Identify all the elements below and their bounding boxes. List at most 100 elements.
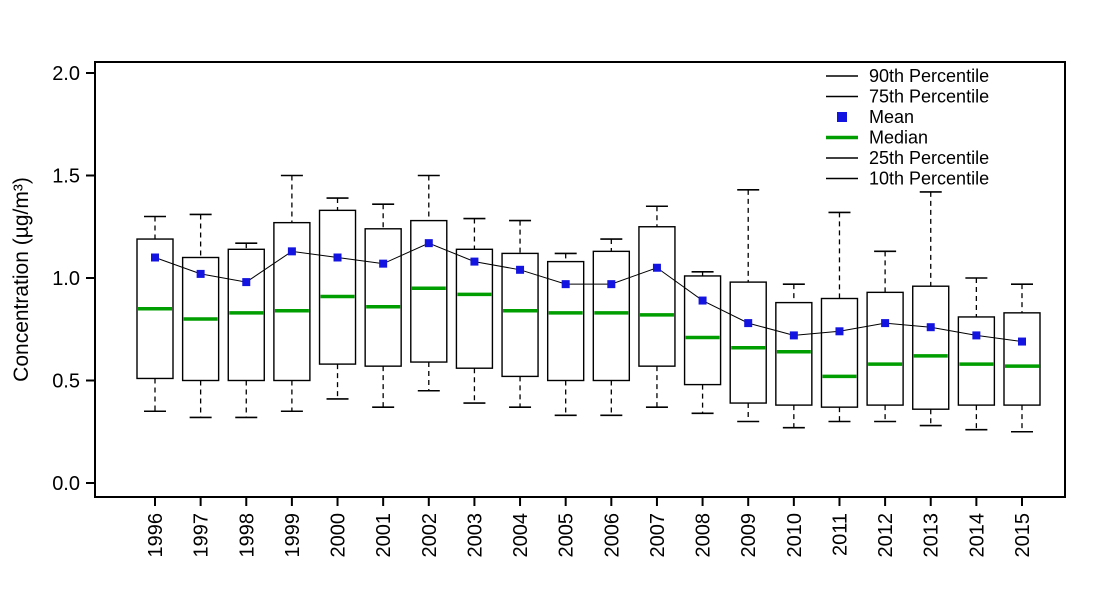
x-tick-label: 2000 bbox=[328, 513, 350, 558]
boxplot-2011 bbox=[820, 211, 859, 423]
x-tick-label: 2010 bbox=[784, 513, 806, 558]
boxplot-2000 bbox=[318, 197, 357, 400]
mean-point-2011 bbox=[835, 327, 844, 336]
y-tick-label: 1.5 bbox=[52, 166, 80, 188]
x-tick-label: 1998 bbox=[236, 513, 258, 558]
x-tick-label: 2009 bbox=[738, 513, 760, 558]
boxplot-2009 bbox=[729, 189, 767, 423]
boxplot-2008 bbox=[683, 271, 722, 415]
iqr-box bbox=[866, 291, 904, 406]
x-tick-label: 2001 bbox=[373, 513, 395, 558]
x-tick-label: 2012 bbox=[875, 513, 897, 558]
y-axis-title: Concentration (µg/m³) bbox=[10, 177, 33, 382]
iqr-box bbox=[912, 285, 950, 410]
x-tick-label: 2014 bbox=[966, 513, 988, 558]
iqr-box bbox=[273, 221, 311, 382]
mean-point-2004 bbox=[516, 265, 525, 274]
legend-label: 75th Percentile bbox=[869, 87, 989, 107]
mean-line bbox=[154, 242, 1023, 343]
x-tick-label: 2011 bbox=[829, 513, 851, 556]
boxplot-1997 bbox=[181, 213, 220, 419]
mean-point-2000 bbox=[333, 253, 342, 262]
x-tick-label: 1999 bbox=[282, 513, 304, 558]
x-tick-label: 2013 bbox=[921, 513, 943, 558]
mean-point-2015 bbox=[1018, 337, 1026, 346]
mean-point-2014 bbox=[972, 331, 981, 340]
mean-point-2002 bbox=[424, 239, 433, 248]
y-tick-label: 1.0 bbox=[52, 268, 80, 290]
x-tick-label: 2015 bbox=[1012, 513, 1034, 558]
legend-item-1: 90th Percentile bbox=[826, 66, 989, 86]
mean-point-1996 bbox=[151, 253, 159, 262]
x-axis: 1996 1997 1998 1999 2000 2001 2002 2003 2004 2005… bbox=[145, 497, 1034, 558]
boxplots bbox=[136, 174, 1041, 433]
mean-point-1998 bbox=[242, 278, 251, 287]
legend-label: 90th Percentile bbox=[869, 66, 989, 86]
boxplot-2010 bbox=[775, 283, 813, 429]
mean-point-2001 bbox=[379, 259, 388, 268]
mean-point-2013 bbox=[926, 323, 935, 332]
x-tick-label: 2002 bbox=[419, 513, 441, 558]
iqr-box bbox=[364, 228, 402, 367]
boxplot-1998 bbox=[227, 242, 265, 419]
legend-item-4: Median bbox=[826, 128, 928, 148]
x-tick-label: 2003 bbox=[464, 513, 486, 558]
y-tick-label: 0.5 bbox=[52, 371, 80, 393]
legend-label: 25th Percentile bbox=[869, 148, 989, 168]
boxplot-2013 bbox=[912, 191, 950, 427]
boxplot-2012 bbox=[866, 250, 904, 423]
boxplot-2001 bbox=[364, 203, 402, 408]
iqr-box bbox=[227, 248, 265, 382]
iqr-box bbox=[957, 316, 996, 406]
boxplot-1996 bbox=[136, 215, 174, 413]
boxplot-2007 bbox=[638, 205, 676, 408]
x-tick-label: 2008 bbox=[693, 513, 715, 558]
boxplot-2004 bbox=[501, 219, 539, 408]
x-tick-label: 2005 bbox=[556, 513, 578, 558]
legend-label: 10th Percentile bbox=[869, 169, 989, 189]
legend-label: Median bbox=[869, 128, 928, 148]
boxplot-2015 bbox=[1003, 283, 1041, 433]
boxplot-1999 bbox=[273, 174, 311, 413]
legend-label: Mean bbox=[869, 107, 914, 127]
iqr-box bbox=[729, 281, 767, 404]
plot-border bbox=[94, 61, 1066, 498]
mean-point-1997 bbox=[196, 269, 205, 278]
mean-point-2005 bbox=[561, 280, 570, 289]
iqr-box bbox=[683, 275, 722, 386]
legend-item-2: 75th Percentile bbox=[826, 87, 989, 107]
mean-points bbox=[151, 239, 1026, 346]
y-axis: 0.0 0.5 1.0 1.5 2.0 bbox=[52, 63, 95, 495]
boxplot-2003 bbox=[455, 217, 494, 404]
iqr-box bbox=[638, 226, 676, 367]
boxplot-2006 bbox=[592, 238, 631, 417]
legend-item-5: 25th Percentile bbox=[826, 148, 989, 168]
iqr-box bbox=[592, 250, 631, 382]
iqr-box bbox=[775, 301, 813, 406]
mean-point-2010 bbox=[789, 331, 798, 340]
legend-item-3: Mean bbox=[837, 107, 914, 127]
iqr-box bbox=[546, 260, 585, 382]
y-tick-label: 2.0 bbox=[52, 63, 80, 85]
y-tick-label: 0.0 bbox=[52, 473, 80, 495]
iqr-box bbox=[1003, 312, 1041, 406]
legend-item-6: 10th Percentile bbox=[826, 169, 989, 189]
mean-point-2009 bbox=[744, 319, 753, 328]
boxplot-2005 bbox=[546, 252, 585, 417]
iqr-box bbox=[318, 209, 357, 365]
x-tick-label: 2007 bbox=[647, 513, 669, 558]
x-tick-label: 2006 bbox=[601, 513, 623, 558]
mean-point-2008 bbox=[698, 296, 707, 305]
boxplot-2002 bbox=[410, 174, 448, 392]
mean-point-2006 bbox=[607, 280, 616, 289]
x-tick-label: 1997 bbox=[191, 513, 213, 558]
legend-square-symbol bbox=[837, 112, 847, 122]
mean-point-2012 bbox=[881, 319, 890, 328]
iqr-box bbox=[820, 297, 859, 408]
mean-point-2007 bbox=[652, 263, 661, 272]
boxplot-2014 bbox=[957, 277, 996, 431]
x-tick-label: 1996 bbox=[145, 513, 167, 558]
